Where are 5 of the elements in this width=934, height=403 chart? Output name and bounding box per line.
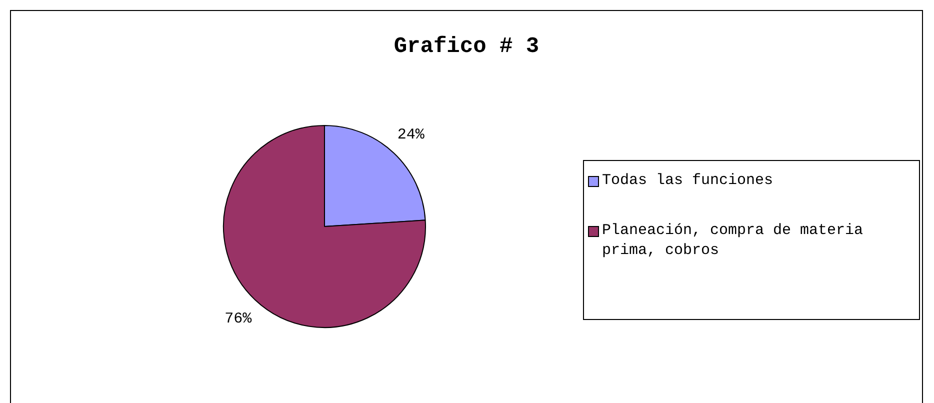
legend-label: Planeación, compra de materia prima, cobros [602, 221, 864, 261]
legend-label: Todas las funciones [602, 171, 774, 191]
data-label: 24% [397, 126, 426, 144]
data-label: 76% [224, 310, 253, 328]
chart-title: Grafico # 3 [392, 34, 540, 59]
